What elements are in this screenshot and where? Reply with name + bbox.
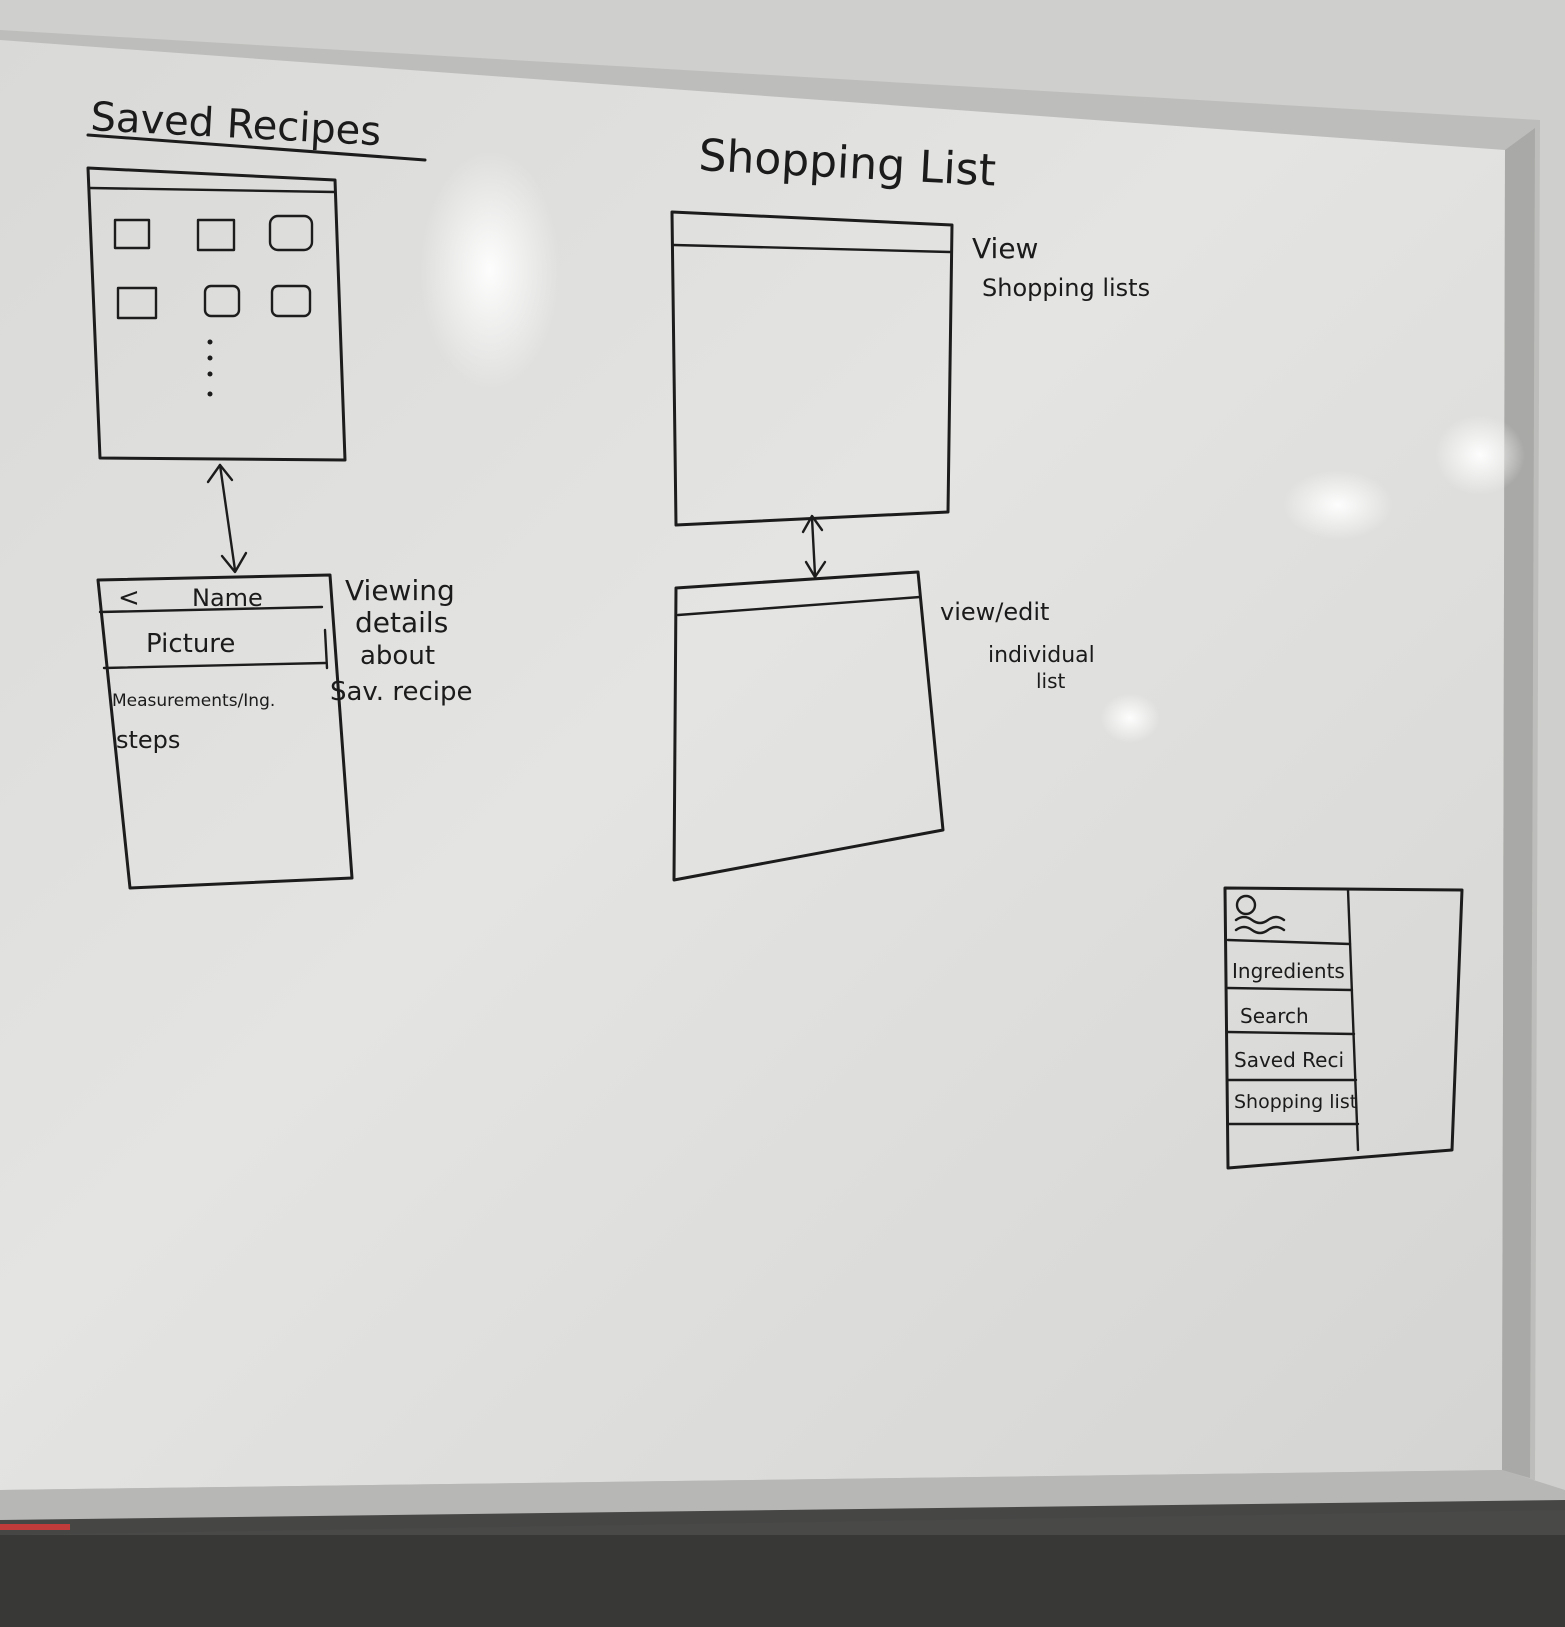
recipe-tile bbox=[203, 284, 241, 318]
recipe-note-line: Sav. recipe bbox=[330, 677, 472, 707]
shopping-note-top-line: View bbox=[972, 232, 1038, 265]
recipe-tile bbox=[116, 286, 158, 320]
light-glare bbox=[1435, 415, 1525, 495]
red-marker bbox=[0, 1524, 70, 1530]
nav-item-saved-recipes: Saved Reci bbox=[1234, 1048, 1344, 1072]
measurements-label: Measurements/Ing. bbox=[112, 691, 275, 711]
shopping-lists-wireframe bbox=[670, 210, 954, 527]
recipe-note-line: about bbox=[360, 641, 435, 671]
light-glare bbox=[420, 150, 560, 390]
double-arrow bbox=[801, 514, 827, 579]
heading-underline bbox=[86, 133, 427, 162]
recipe-tile bbox=[113, 218, 151, 250]
recipe-note-line: Viewing bbox=[345, 574, 455, 607]
nav-item-shopping-list: Shopping list bbox=[1234, 1091, 1357, 1113]
recipe-picture-label: Picture bbox=[146, 629, 235, 659]
shopping-note-bottom-line: individual bbox=[988, 643, 1095, 668]
recipe-note-line: details bbox=[355, 606, 448, 639]
profile-avatar-icon bbox=[1235, 894, 1257, 916]
nav-item-ingredients: Ingredients bbox=[1232, 959, 1345, 983]
shopping-note-top-line: Shopping lists bbox=[982, 274, 1150, 302]
shopping-note-bottom-line: view/edit bbox=[940, 598, 1049, 626]
back-arrow-icon: < bbox=[118, 583, 140, 613]
light-glare bbox=[1283, 470, 1393, 540]
recipe-tile bbox=[268, 214, 314, 252]
shopping-note-bottom-line: list bbox=[1036, 669, 1066, 693]
recipe-tile bbox=[270, 284, 312, 318]
double-arrow bbox=[206, 463, 248, 574]
individual-list-wireframe bbox=[672, 570, 945, 882]
frame-right-edge bbox=[1502, 128, 1535, 1478]
floor-gradient bbox=[0, 1500, 1565, 1627]
hamburger-lines-icon bbox=[1234, 915, 1286, 935]
recipe-tile bbox=[196, 218, 236, 252]
recipe-name-label: Name bbox=[192, 584, 263, 612]
steps-label: steps bbox=[116, 726, 180, 754]
nav-item-search: Search bbox=[1240, 1004, 1309, 1028]
board-surface bbox=[0, 40, 1505, 1490]
nav-menu-wireframe bbox=[1223, 886, 1464, 1170]
light-glare bbox=[1100, 693, 1160, 743]
recipe-detail-wireframe bbox=[96, 573, 354, 890]
recipe-grid-wireframe bbox=[86, 166, 347, 462]
